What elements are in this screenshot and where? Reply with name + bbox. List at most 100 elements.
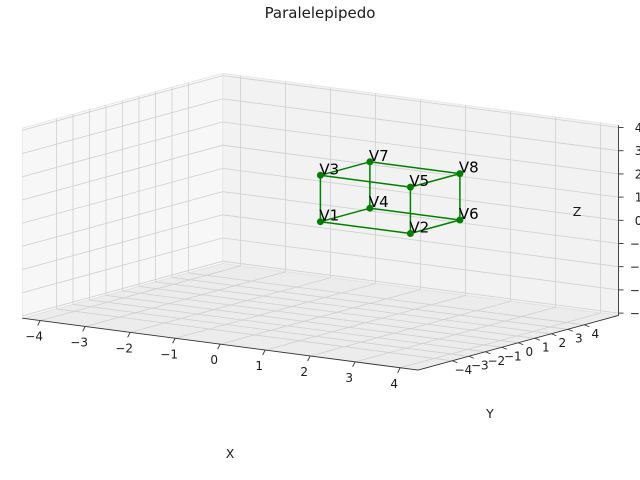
y-tick-label: −3 xyxy=(471,358,489,372)
grid-line-z xyxy=(22,144,619,201)
x-tick-mark xyxy=(217,343,221,350)
x-tick-mark xyxy=(262,349,266,356)
x-tick-mark xyxy=(397,367,401,373)
x-tick-label: −4 xyxy=(25,330,43,344)
vertex-label-v5: V5 xyxy=(409,172,429,190)
vertex-point-v4 xyxy=(366,204,374,212)
y-tick-label: −4 xyxy=(454,363,472,377)
x-tick-label: 0 xyxy=(210,353,218,367)
grid-line-z xyxy=(22,98,619,154)
z-tick-label: 1 xyxy=(635,191,640,205)
grid-line-y xyxy=(171,87,568,330)
z-tick-label: 0 xyxy=(635,214,640,228)
edge-v2-v6 xyxy=(410,219,461,235)
y-tick-mark xyxy=(518,342,524,346)
y-tick-label: 2 xyxy=(558,336,566,350)
y-tick-label: −2 xyxy=(487,354,505,368)
z-axis-label: Z xyxy=(573,204,582,219)
vertex-label-v8: V8 xyxy=(459,159,479,177)
x-tick-label: 1 xyxy=(255,359,263,373)
vertex-label-v4: V4 xyxy=(369,193,389,211)
grid-line-z xyxy=(22,75,619,131)
grid-line-x xyxy=(220,99,422,345)
vertex-label-v2: V2 xyxy=(409,219,429,237)
y-tick-label: 1 xyxy=(542,340,550,354)
chart-title: Paralelepipedo xyxy=(265,4,376,22)
edge-v1-v4 xyxy=(320,207,371,223)
grid-line-z xyxy=(22,121,619,178)
vertex-points xyxy=(316,158,464,237)
grid-line-z xyxy=(22,167,619,224)
vertex-point-v6 xyxy=(456,216,464,224)
grid-line-y xyxy=(105,105,502,348)
vertex-label-v7: V7 xyxy=(369,147,389,165)
edges xyxy=(319,161,461,235)
x-tick-label: 2 xyxy=(300,365,308,379)
vertex-label-v3: V3 xyxy=(319,160,339,178)
z-tick-label: 4 xyxy=(635,121,640,135)
y-axis-label: Y xyxy=(485,406,494,421)
x-tick-mark xyxy=(37,320,41,326)
y-tick-mark xyxy=(584,324,590,328)
grid-line-y xyxy=(72,114,469,357)
y-tick-mark xyxy=(468,355,474,359)
x-tick-mark xyxy=(172,338,176,344)
z-tick-label: 2 xyxy=(635,167,640,181)
edge-v5-v8 xyxy=(410,172,461,188)
x-tick-label: 3 xyxy=(345,371,353,385)
grid-line-x xyxy=(355,116,556,363)
edge-v4-v6 xyxy=(369,207,460,221)
vertex-label-v6: V6 xyxy=(459,205,479,223)
grid-line-y xyxy=(138,96,535,339)
grid-line-x xyxy=(310,111,512,357)
grid-line-y xyxy=(56,118,453,362)
x-tick-label: −3 xyxy=(70,335,88,349)
x-tick-mark xyxy=(82,326,86,332)
y-tick-label: 4 xyxy=(591,327,599,341)
vertex-point-v1 xyxy=(316,218,324,226)
tick-labels: −4−4−4−3−3−3−2−2−2−1−1−1000111222333444 xyxy=(25,121,640,391)
y-tick-mark xyxy=(534,337,540,341)
edge-v3-v7 xyxy=(320,161,371,177)
x-axis-label: X xyxy=(226,446,235,461)
z-tick-label: −2 xyxy=(630,260,640,274)
grid-line-x xyxy=(175,93,377,339)
vertex-point-v3 xyxy=(316,171,324,179)
vertex-point-v7 xyxy=(366,158,374,166)
z-tick-label: −3 xyxy=(630,283,640,297)
x-tick-mark xyxy=(352,361,356,368)
vertex-point-v5 xyxy=(406,183,414,191)
y-tick-mark xyxy=(567,328,573,332)
vertex-label-v1: V1 xyxy=(319,207,339,225)
y-tick-mark xyxy=(501,346,507,350)
y-tick-mark xyxy=(551,333,557,337)
vertex-point-v8 xyxy=(456,170,464,178)
z-tick-label: −4 xyxy=(630,307,640,321)
grid-line-y xyxy=(89,109,486,353)
edge-v3-v5 xyxy=(320,174,411,188)
z-tick-label: −1 xyxy=(630,237,640,251)
edge-v1-v2 xyxy=(320,220,411,235)
grid-line-x xyxy=(400,122,601,369)
grid-line-x xyxy=(265,105,467,351)
z-tick-label: 3 xyxy=(635,144,640,158)
grid-line-y xyxy=(155,91,552,335)
y-tick-label: 3 xyxy=(575,331,583,345)
y-tick-label: −1 xyxy=(504,349,522,363)
x-tick-mark xyxy=(307,355,311,362)
x-tick-label: −1 xyxy=(160,347,178,361)
x-tick-label: 4 xyxy=(390,377,398,391)
edge-v7-v8 xyxy=(369,161,460,175)
y-tick-mark xyxy=(452,360,458,364)
x-tick-label: −2 xyxy=(115,341,133,355)
y-tick-label: 0 xyxy=(525,345,533,359)
grid-line-z xyxy=(22,191,619,247)
y-tick-mark xyxy=(485,351,491,355)
grid-line-z xyxy=(22,214,619,270)
vertex-point-v2 xyxy=(406,230,414,237)
grid-lines xyxy=(22,75,619,369)
vertex-labels: V1 V2 V3 V4 V5 V6 V7 V8 xyxy=(319,147,478,237)
x-tick-mark xyxy=(127,332,131,338)
grid-line-y xyxy=(188,82,585,326)
